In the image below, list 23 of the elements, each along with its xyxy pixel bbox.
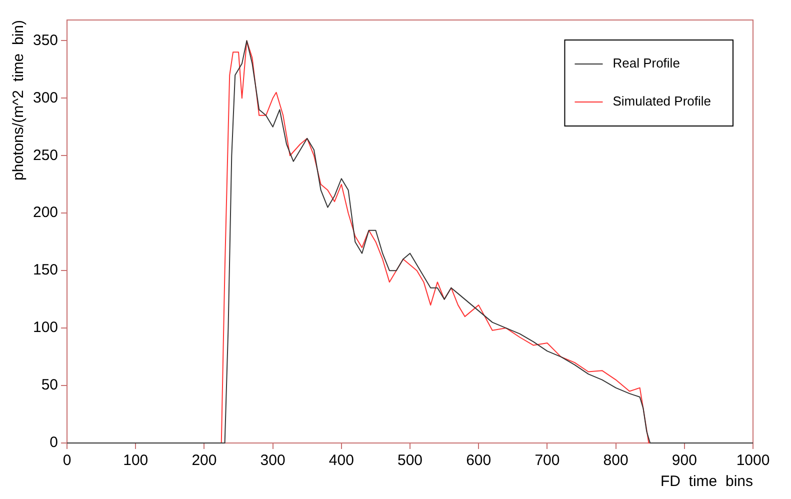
y-tick-label: 350 — [32, 32, 58, 49]
x-axis-title: FD time bins — [660, 473, 753, 490]
y-tick-label: 200 — [32, 204, 58, 222]
x-tick-label: 1000 — [736, 452, 770, 470]
x-tick-label: 900 — [672, 452, 697, 470]
x-tick-label: 100 — [123, 452, 148, 470]
legend-label: Real Profile — [612, 56, 680, 71]
x-tick-label: 200 — [192, 452, 217, 470]
y-tick-label: 300 — [32, 89, 58, 106]
x-tick-label: 0 — [62, 452, 72, 470]
legend-label: Simulated Profile — [612, 94, 712, 109]
x-tick-label: 700 — [534, 452, 560, 470]
y-tick-label: 250 — [32, 146, 58, 164]
y-axis-title: photons/(m^2 time bin) — [10, 20, 28, 180]
y-tick-label: 50 — [41, 376, 58, 394]
y-tick-label: 150 — [32, 262, 58, 279]
x-tick-label: 300 — [260, 452, 286, 470]
x-tick-label: 600 — [466, 452, 492, 470]
y-tick-label: 0 — [50, 434, 58, 452]
x-tick-label: 500 — [398, 452, 423, 470]
x-tick-label: 400 — [328, 452, 354, 470]
y-tick-label: 100 — [32, 319, 58, 336]
x-tick-label: 800 — [603, 452, 628, 470]
